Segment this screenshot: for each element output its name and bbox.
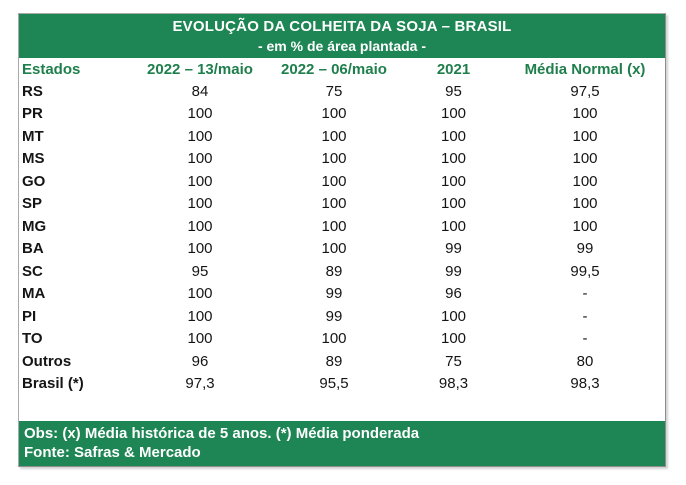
estado-cell: PR [22,105,43,123]
value-cell: 100 [187,172,213,190]
column-header-media-normal: Média Normal (x) [524,60,646,78]
estado-cell: SC [22,262,43,280]
value-cell: 100 [321,172,347,190]
value-cell: 89 [325,352,343,370]
estado-cell: Brasil (*) [22,375,84,393]
estado-cell: BA [22,240,44,258]
value-cell: 75 [445,352,462,370]
table-footer: Obs: (x) Média histórica de 5 anos. (*) … [19,421,665,466]
column-header-2022-13maio: 2022 – 13/maio [147,60,253,78]
value-cell: 100 [440,105,467,123]
harvest-report-table: EVOLUÇÃO DA COLHEITA DA SOJA – BRASIL - … [18,13,666,467]
value-cell: 100 [321,127,347,145]
estado-cell: TO [22,330,43,348]
value-cell: 100 [440,307,467,325]
table-row: MG 100 100 100 100 [19,215,665,238]
value-cell: 95 [445,82,462,100]
value-cell: 100 [572,105,598,123]
value-cell: 96 [191,352,209,370]
value-cell: 100 [572,172,598,190]
value-cell: 97,3 [185,375,215,393]
value-cell: 100 [321,105,347,123]
value-cell: 100 [572,127,598,145]
column-header-2021: 2021 [436,60,471,78]
column-header-estados: Estados [22,60,81,78]
value-cell: 100 [440,150,467,168]
estado-cell: GO [22,172,46,190]
column-header-row: Estados 2022 – 13/maio 2022 – 06/maio 20… [19,58,665,80]
value-cell: 100 [321,195,347,213]
table-row: GO 100 100 100 100 [19,170,665,193]
estado-cell: RS [22,82,43,100]
value-cell: 100 [440,195,467,213]
value-cell: 99 [325,285,343,303]
value-cell: 100 [187,105,213,123]
value-cell: 100 [440,217,467,235]
value-cell: 100 [187,240,213,258]
footer-obs: Obs: (x) Média histórica de 5 anos. (*) … [24,425,420,442]
value-cell: - [582,307,588,325]
table-title-banner: EVOLUÇÃO DA COLHEITA DA SOJA – BRASIL - … [19,14,665,58]
table-row: MT 100 100 100 100 [19,125,665,148]
table-row: PI 100 99 100 - [19,305,665,328]
footer-fonte: Fonte: Safras & Mercado [24,444,201,461]
estado-cell: MS [22,150,45,168]
table-row: TO 100 100 100 - [19,328,665,351]
value-cell: 97,5 [570,82,600,100]
table-row: Brasil (*) 97,3 95,5 98,3 98,3 [19,373,665,396]
value-cell: 84 [191,82,209,100]
table-body: RS 84 75 95 97,5 PR 100 100 100 100 MT 100 100 100 100… [19,80,665,395]
value-cell: 75 [325,82,343,100]
value-cell: 95,5 [319,375,349,393]
value-cell: 89 [325,262,343,280]
table-row: BA 100 100 99 99 [19,238,665,261]
table-row: MS 100 100 100 100 [19,148,665,171]
estado-cell: Outros [22,352,72,370]
table-title: EVOLUÇÃO DA COLHEITA DA SOJA – BRASIL [172,18,512,35]
value-cell: 100 [321,240,347,258]
value-cell: 95 [191,262,209,280]
value-cell: 100 [187,127,213,145]
table-row: SC 95 89 99 99,5 [19,260,665,283]
estado-cell: MT [22,127,44,145]
table-row: PR 100 100 100 100 [19,103,665,126]
value-cell: - [582,330,588,348]
table-row: RS 84 75 95 97,5 [19,80,665,103]
value-cell: 100 [572,195,598,213]
table-subtitle: - em % de área plantada - [257,38,427,54]
table-row: MA 100 99 96 - [19,283,665,306]
estado-cell: MG [22,217,47,235]
table-row: SP 100 100 100 100 [19,193,665,216]
estado-cell: SP [22,195,43,213]
value-cell: 100 [187,307,213,325]
value-cell: 100 [572,217,598,235]
value-cell: 100 [187,330,213,348]
table-row: Outros 96 89 75 80 [19,350,665,373]
data-table: Estados 2022 – 13/maio 2022 – 06/maio 20… [19,58,665,395]
value-cell: 99 [445,262,462,280]
value-cell: 80 [576,352,594,370]
value-cell: 98,3 [570,375,600,393]
value-cell: 100 [440,330,467,348]
value-cell: 100 [187,150,213,168]
value-cell: 98,3 [438,375,469,393]
value-cell: 100 [321,150,347,168]
value-cell: 100 [187,217,213,235]
estado-cell: MA [22,285,46,303]
value-cell: 99,5 [570,262,600,280]
value-cell: - [582,285,588,303]
estado-cell: PI [22,307,37,325]
value-cell: 100 [440,172,467,190]
value-cell: 96 [445,285,462,303]
value-cell: 100 [440,127,467,145]
value-cell: 99 [445,240,462,258]
value-cell: 99 [325,307,343,325]
value-cell: 100 [321,217,347,235]
value-cell: 100 [572,150,598,168]
value-cell: 100 [187,285,213,303]
value-cell: 100 [187,195,213,213]
column-header-2022-06maio: 2022 – 06/maio [281,60,387,78]
value-cell: 99 [576,240,594,258]
value-cell: 100 [321,330,347,348]
